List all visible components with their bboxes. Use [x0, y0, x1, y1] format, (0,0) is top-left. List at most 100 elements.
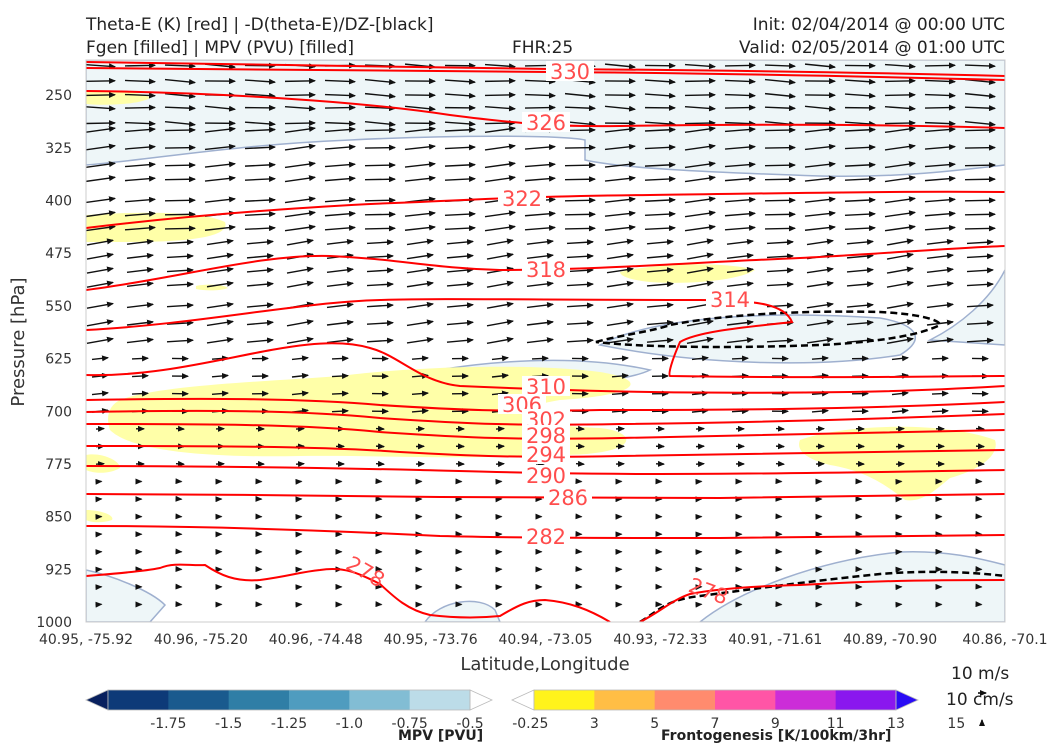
theta-e-label: 330 — [550, 60, 590, 84]
colorbar-cell — [409, 690, 471, 710]
wind-vector — [284, 161, 316, 169]
wind-vector — [244, 225, 276, 232]
wind-vector — [404, 161, 436, 168]
theta-e-label-bg — [522, 259, 570, 279]
wind-vector — [244, 120, 276, 127]
init-time: Init: 02/04/2014 @ 00:00 UTC — [752, 15, 1005, 35]
wind-vector — [366, 320, 394, 327]
wind-vector — [326, 238, 354, 245]
wind-vector — [206, 266, 234, 274]
wind-vector — [484, 224, 516, 232]
wind-vector — [286, 266, 314, 274]
wind-vector — [444, 161, 476, 168]
wind-vector — [86, 126, 116, 133]
wind-vector — [884, 120, 916, 127]
wind-vector — [646, 253, 674, 260]
wind-vector — [611, 355, 629, 362]
wind-vector — [846, 267, 874, 274]
wind-vector — [684, 224, 716, 232]
wind-vector — [766, 267, 794, 274]
wind-vector — [646, 267, 674, 274]
ref-wind-vertical-label: 10 cm/s — [946, 690, 1014, 710]
x-tick-label: 40.96, -74.48 — [269, 632, 363, 648]
wind-vector — [446, 319, 474, 326]
theta-e-contour-294 — [86, 445, 1005, 458]
theta-e-contour-278 — [86, 563, 1005, 622]
wind-vector — [604, 143, 636, 151]
wind-vector — [846, 239, 874, 246]
wind-vector — [166, 320, 194, 327]
y-tick-label: 475 — [45, 246, 72, 262]
wind-vector — [924, 120, 956, 127]
wind-vector — [486, 319, 514, 327]
wind-vector — [804, 143, 836, 151]
wind-vector — [164, 121, 196, 128]
wind-vector — [564, 211, 596, 218]
x-tick-label: 40.95, -73.76 — [384, 632, 478, 648]
wind-vector — [324, 144, 356, 151]
theta-e-label: 286 — [548, 486, 588, 510]
wind-vector — [291, 372, 309, 379]
wind-vector — [86, 336, 114, 345]
ddz-contour-mid — [595, 310, 942, 349]
wind-vector — [724, 210, 756, 217]
colorbar-cell — [715, 690, 776, 710]
wind-vector — [931, 390, 949, 397]
wind-vector — [324, 210, 356, 217]
theta-e-contour-302 — [86, 409, 1005, 426]
wind-vector — [244, 144, 276, 151]
wind-vector — [244, 126, 276, 133]
wind-vector — [764, 127, 796, 134]
wind-vector — [406, 238, 434, 246]
wind-vector — [691, 355, 709, 362]
wind-vector — [564, 176, 596, 183]
wind-vector — [284, 91, 316, 98]
wind-vector — [606, 252, 634, 260]
theta-e-label: 314 — [710, 288, 750, 312]
wind-vector — [246, 267, 274, 274]
wind-vector — [764, 225, 796, 232]
wind-vector — [526, 319, 554, 326]
wind-vector — [604, 175, 636, 182]
wind-vector — [524, 92, 556, 99]
wind-vector — [804, 196, 836, 203]
wind-vector — [731, 355, 749, 362]
wind-vector — [86, 77, 116, 84]
wind-vector — [686, 280, 714, 288]
wind-vector — [724, 92, 756, 99]
wind-vector — [166, 281, 194, 288]
y-axis-label: Pressure [hPa] — [8, 277, 29, 406]
theta-e-label: 322 — [502, 187, 542, 211]
theta-e-label: 290 — [526, 464, 566, 488]
x-axis-label: Latitude,Longitude — [460, 654, 629, 675]
wind-vector — [164, 225, 196, 232]
wind-vector — [124, 120, 156, 127]
wind-vector — [326, 337, 354, 344]
wind-vector — [924, 126, 956, 133]
colorbar-tick: -1.25 — [271, 716, 307, 732]
x-axis: 40.95, -75.92 40.96, -75.20 40.96, -74.48 4… — [39, 632, 1048, 648]
wind-vector — [484, 210, 516, 218]
y-tick-label: 400 — [45, 194, 72, 210]
wind-vector — [604, 210, 636, 217]
wind-vector — [324, 224, 356, 231]
y-tick-label: 775 — [45, 457, 72, 473]
colorbar-tick: 13 — [887, 716, 905, 732]
wind-vector — [86, 105, 116, 112]
wind-vector — [164, 92, 196, 100]
wind-vector — [604, 126, 636, 133]
wind-vector — [364, 92, 396, 100]
wind-vector — [364, 144, 396, 151]
x-tick-label: 40.93, -72.33 — [613, 632, 707, 648]
wind-vector — [724, 78, 756, 85]
wind-vector — [604, 161, 636, 168]
theta-e-label-bg — [522, 526, 570, 546]
wind-vector — [804, 210, 836, 217]
wind-vector — [811, 355, 829, 362]
wind-vector — [964, 225, 996, 232]
wind-vector — [331, 355, 349, 362]
wind-vector — [204, 126, 236, 133]
wind-vector — [324, 196, 356, 203]
x-tick-label: 40.91, -71.61 — [728, 632, 822, 648]
colorbar-tick: -1.5 — [215, 716, 242, 732]
